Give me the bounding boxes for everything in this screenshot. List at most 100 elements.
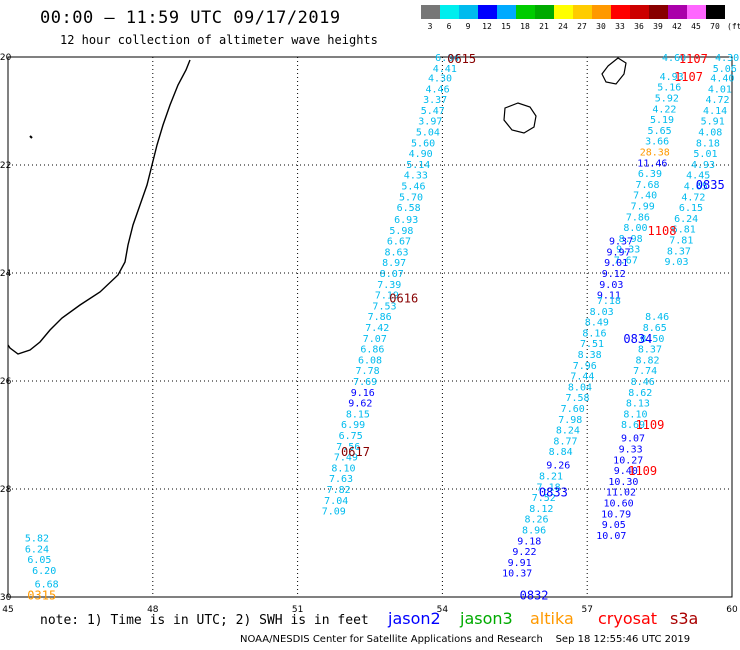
wave-height-label: 4.33: [404, 171, 428, 182]
scale-swatch: [554, 5, 573, 19]
lon-tick-label: 48: [147, 605, 159, 615]
wave-height-label: 8.84: [549, 447, 573, 458]
wave-height-label: 6.99: [341, 420, 365, 431]
lat-tick-label: -22: [0, 161, 11, 171]
wave-height-label: 6.08: [358, 355, 382, 366]
wave-height-label: 6.15: [679, 203, 703, 214]
coastline: [7, 57, 627, 355]
track-time-label: 0615: [447, 52, 476, 66]
chart-subtitle: 12 hour collection of altimeter wave hei…: [60, 33, 378, 47]
wave-height-label: 5.01: [693, 149, 717, 160]
wave-height-label: 4.46: [426, 84, 450, 95]
wave-height-label: 8.62: [628, 388, 652, 399]
wave-height-label: 8.96: [522, 526, 546, 537]
track-time-label: 1107: [674, 70, 703, 84]
wave-height-label: 8.24: [556, 426, 580, 437]
scale-swatch: [668, 5, 687, 19]
wave-height-label: 7.86: [626, 212, 650, 223]
wave-height-label: 6.24: [25, 544, 49, 555]
wave-height-label: 7.07: [363, 334, 387, 345]
wave-height-label: 9.62: [348, 399, 372, 410]
wave-height-label: 3.66: [645, 137, 669, 148]
lat-tick-label: -26: [0, 377, 12, 387]
wave-height-label: 8.13: [626, 399, 650, 410]
wave-height-label: 9.07: [621, 434, 645, 445]
wave-height-label: 5.47: [421, 106, 445, 117]
wave-height-label: 8.10: [331, 463, 355, 474]
credit-org: NOAA/NESDIS Center for Satellite Applica…: [240, 634, 543, 645]
wave-height-label: 10.60: [604, 499, 634, 510]
wave-height-label: 4.60: [662, 53, 686, 64]
scale-swatch: [687, 5, 706, 19]
scale-label: 6: [446, 22, 452, 31]
wave-height-label: 28.38: [640, 148, 670, 159]
wave-height-label: 8.07: [380, 269, 404, 280]
wave-height-label: 9.37: [609, 237, 633, 248]
wave-height-label: 4.08: [698, 128, 722, 139]
wave-height-label: 5.65: [648, 126, 672, 137]
lon-tick-label: 60: [726, 605, 738, 615]
scale-swatch: [440, 5, 459, 19]
lon-tick-label: 57: [581, 605, 592, 615]
wave-height-label: 7.82: [327, 485, 351, 496]
wave-height-label: 5.60: [411, 138, 435, 149]
wave-height-label: 7.18: [597, 296, 621, 307]
track-time-label: 1108: [648, 224, 677, 238]
track-time-label: 1109: [635, 418, 664, 432]
wave-height-label: 8.97: [382, 258, 406, 269]
wave-height-label: 7.40: [633, 191, 657, 202]
scale-swatch: [497, 5, 516, 19]
wave-height-label: 7.58: [565, 393, 589, 404]
wave-height-label: 5.46: [401, 182, 425, 193]
wave-height-label: 8.10: [623, 409, 647, 420]
scale-label: 42: [672, 22, 682, 31]
wave-height-label: 6.67: [387, 237, 411, 248]
wave-height-label: 8.21: [539, 472, 563, 483]
wave-height-label: 10.30: [608, 477, 638, 488]
legend-item-cryosat: cryosat: [598, 609, 658, 628]
wave-height-label: 9.33: [616, 245, 640, 256]
scale-label: 33: [615, 22, 625, 31]
chart-title: 00:00 – 11:59 UTC 09/17/2019: [40, 8, 341, 28]
wave-height-label: 7.69: [353, 377, 377, 388]
wave-height-label: 9.33: [619, 445, 643, 456]
scale-swatch: [706, 5, 725, 19]
wave-height-label: 6.93: [394, 215, 418, 226]
wave-height-label: 4.22: [652, 104, 676, 115]
scale-label: 9: [465, 22, 471, 31]
track-time-label: 0617: [341, 445, 370, 459]
wave-height-label: 4.30: [428, 74, 452, 85]
scale-swatch: [649, 5, 668, 19]
wave-height-label: 5.98: [389, 226, 413, 237]
wave-height-label: 7.09: [322, 507, 346, 518]
wave-height-label: 4.14: [703, 106, 727, 117]
scale-swatch: [611, 5, 630, 19]
wave-height-label: 7.42: [365, 323, 389, 334]
wave-height-label: 9.01: [604, 258, 628, 269]
scale-swatch: [516, 5, 535, 19]
note-text: note: 1) Time is in UTC; 2) SWH is in fe…: [40, 613, 369, 628]
lat-tick-label: -24: [0, 269, 12, 279]
wave-height-label: 8.69: [621, 420, 645, 431]
wave-height-label: 6.75: [339, 431, 363, 442]
scale-label: (ft): [727, 22, 740, 31]
wave-height-label: 4.40: [710, 74, 734, 85]
lat-tick-label: -20: [0, 53, 12, 63]
wave-height-label: 6.58: [397, 203, 421, 214]
wave-height-label: 5.04: [416, 128, 440, 139]
track-time-label: 0833: [539, 486, 568, 500]
wave-height-label: 7.44: [570, 372, 594, 383]
madagascar-coastline: [7, 59, 191, 355]
wave-height-label: 4.72: [705, 95, 729, 106]
scale-label: 24: [558, 22, 568, 31]
scale-label: 70: [710, 22, 720, 31]
wave-height-label: 6.04: [435, 53, 459, 64]
wave-height-label: 7.68: [635, 180, 659, 191]
wave-height-label: 5.92: [655, 94, 679, 105]
scale-label: 18: [520, 22, 530, 31]
credit-line: NOAA/NESDIS Center for Satellite Applica…: [240, 634, 690, 645]
wave-height-label: 7.56: [336, 442, 360, 453]
wave-height-label: 6.20: [32, 566, 56, 577]
wave-height-label: 9.18: [517, 536, 541, 547]
wave-height-label: 4.72: [681, 192, 705, 203]
